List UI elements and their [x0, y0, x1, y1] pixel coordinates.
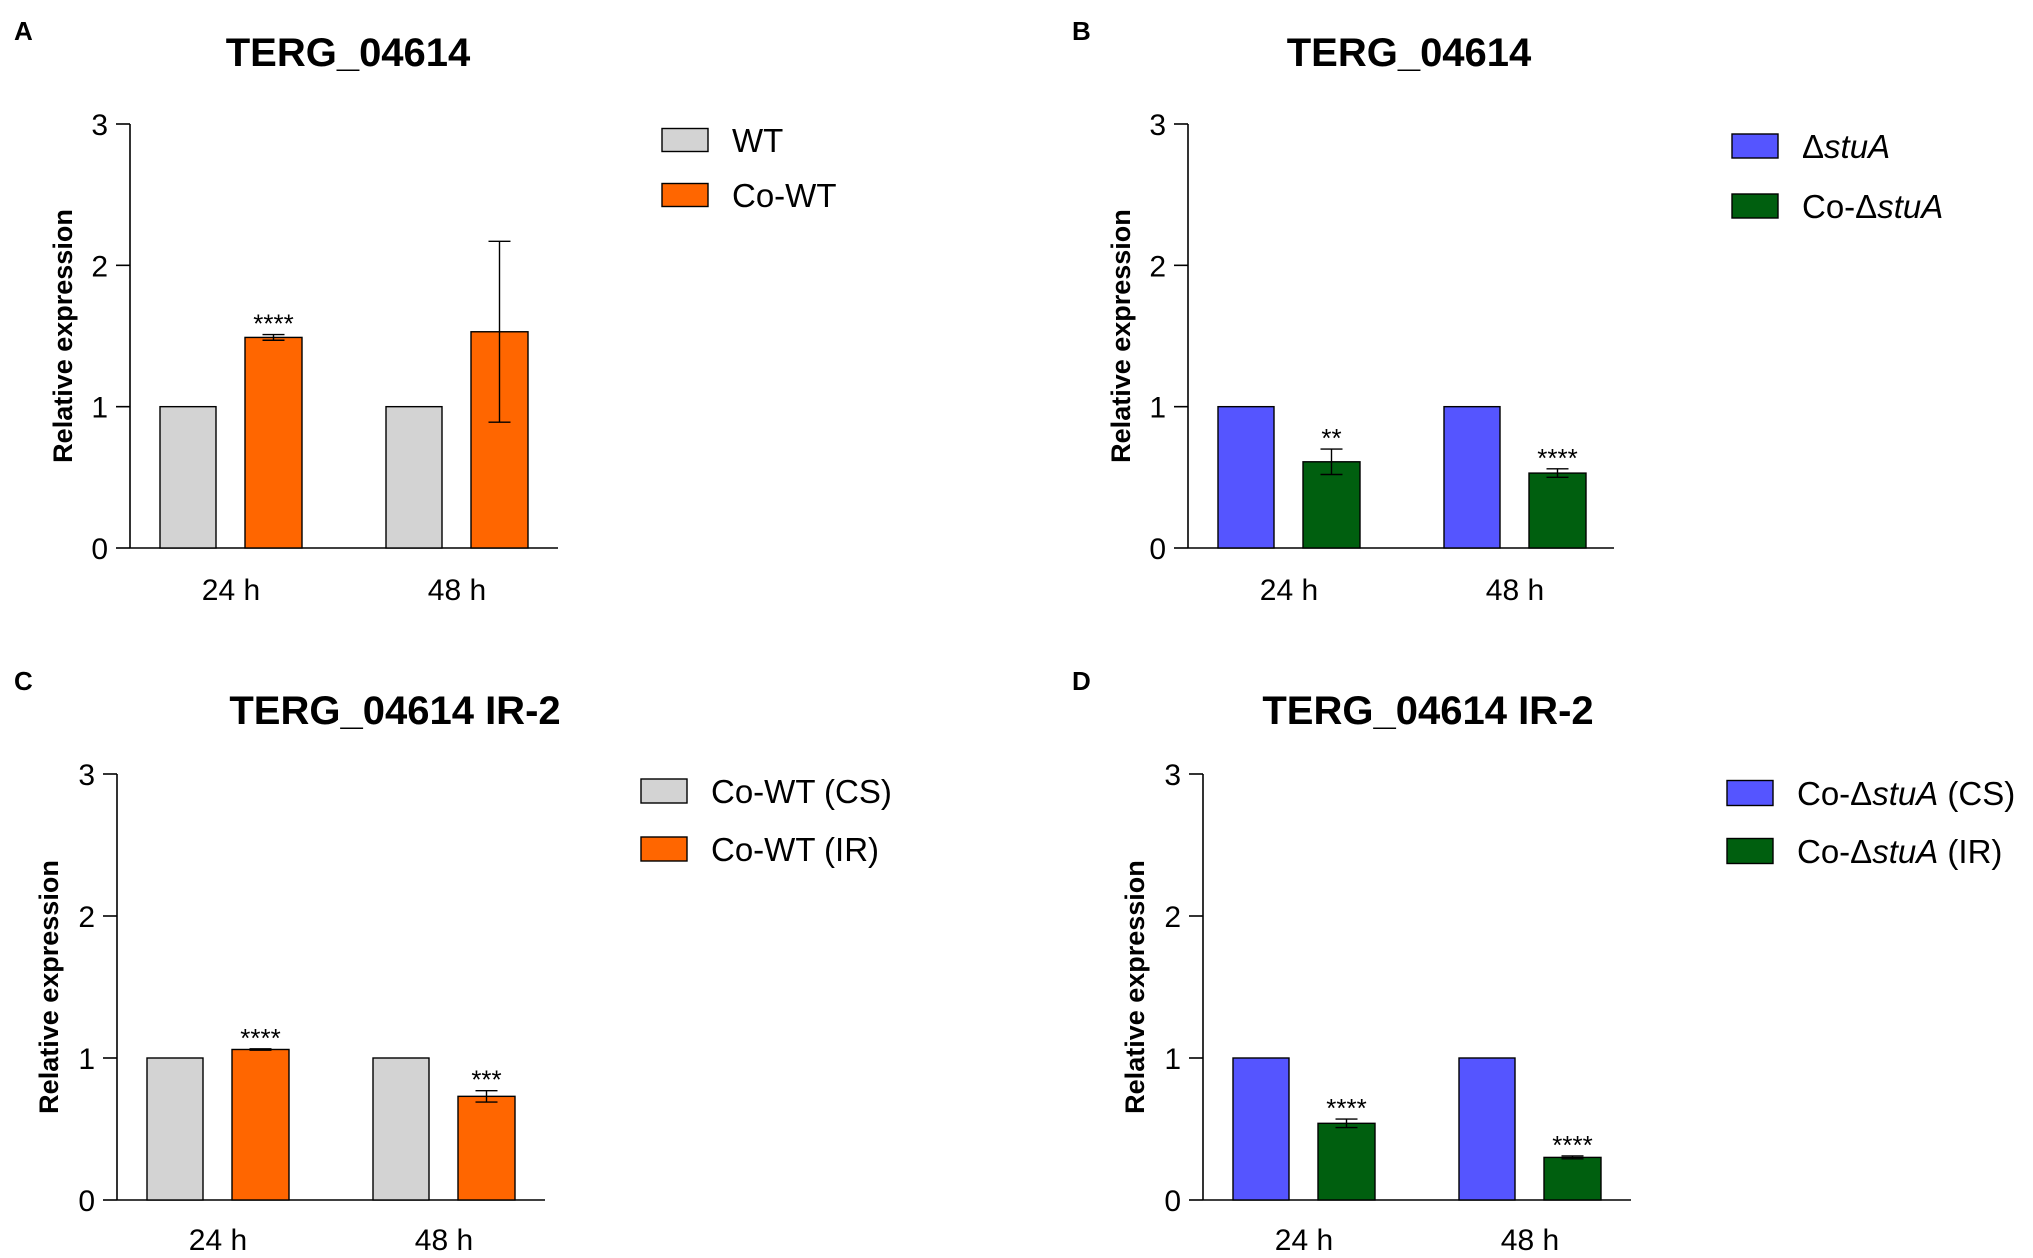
chart-a-title: TERG_04614 [226, 31, 471, 75]
chart-d-bar-1-2 [1458, 1057, 1516, 1201]
chart-d-bar-1-1 [1232, 1057, 1290, 1201]
chart-c-legend-label-2: Co-WT (IR) [711, 831, 879, 868]
chart-d-significance: **** [1552, 1130, 1592, 1160]
chart-c-significance: **** [240, 1023, 280, 1053]
chart-d-legend-label-2: Co-ΔstuA (IR) [1797, 833, 2002, 870]
chart-b-bar-1-1 [1217, 405, 1275, 549]
chart-d-y-tick-label: 3 [1164, 759, 1181, 792]
chart-d-legend-swatch-1 [1726, 779, 1774, 807]
chart-b-y-label: Relative expression [1106, 209, 1136, 463]
chart-b-x-tick-label: 24 h [1260, 574, 1318, 607]
chart-c-legend-label-1: Co-WT (CS) [711, 773, 892, 810]
chart-a-y-label: Relative expression [48, 209, 78, 463]
chart-b-y-tick-label: 1 [1149, 392, 1166, 425]
chart-c-significance: *** [471, 1065, 501, 1095]
chart-a-bar-1-2 [385, 405, 443, 549]
chart-a-bar-1-1 [159, 405, 217, 549]
chart-c-y-label: Relative expression [34, 860, 64, 1114]
chart-c-legend-swatch-2 [640, 836, 688, 862]
chart-c-y-tick-label: 3 [78, 759, 95, 792]
chart-b-x-tick-label: 48 h [1486, 574, 1544, 607]
chart-a-panel-letter: A [14, 16, 33, 46]
chart-b-panel-letter: B [1072, 16, 1091, 46]
chart-b-legend-label-2: Co-ΔstuA [1802, 188, 1943, 225]
chart-c-y-tick-label: 0 [78, 1185, 95, 1218]
chart-c-bar-2-2 [457, 1095, 516, 1201]
chart-b-significance: **** [1537, 443, 1577, 473]
chart-b-significance: ** [1321, 423, 1341, 453]
chart-a-y-tick-label: 0 [91, 533, 108, 566]
chart-d-bar-2-1 [1317, 1122, 1376, 1201]
chart-b-y-tick-label: 0 [1149, 533, 1166, 566]
chart-b-legend-label-1: ΔstuA [1802, 128, 1890, 165]
chart-d-y-label: Relative expression [1120, 860, 1150, 1114]
chart-b-title: TERG_04614 [1287, 31, 1532, 75]
chart-c-legend-swatch-1 [640, 778, 688, 804]
chart-c-bar-1-1 [146, 1057, 204, 1201]
chart-a-legend-label-2: Co-WT [732, 177, 836, 214]
chart-d-legend-swatch-2 [1726, 837, 1774, 865]
chart-d-bar-2-2 [1543, 1156, 1602, 1201]
chart-d-x-tick-label: 24 h [1275, 1224, 1333, 1257]
chart-c-y-tick-label: 2 [78, 901, 95, 934]
chart-d-y-tick-label: 2 [1164, 901, 1181, 934]
chart-c-panel-letter: C [14, 666, 33, 696]
chart-a-y-tick-label: 3 [91, 109, 108, 142]
chart-d-legend-label-1: Co-ΔstuA (CS) [1797, 775, 2015, 812]
chart-b-legend-swatch-1 [1731, 133, 1779, 159]
chart-d-significance: **** [1326, 1093, 1366, 1123]
chart-c-bar-2-1 [231, 1048, 290, 1201]
chart-a-legend-swatch-2 [661, 182, 709, 208]
chart-b-bar-2-2 [1528, 472, 1587, 549]
chart-b-y-tick-label: 2 [1149, 250, 1166, 283]
chart-a-legend-swatch-1 [661, 127, 709, 153]
chart-a-y-tick-label: 2 [91, 250, 108, 283]
chart-a-x-tick-label: 24 h [202, 574, 260, 607]
chart-b-y-tick-label: 3 [1149, 109, 1166, 142]
chart-c-x-tick-label: 48 h [415, 1224, 473, 1257]
chart-d-title: TERG_04614 IR-2 [1262, 689, 1593, 733]
chart-d-y-tick-label: 0 [1164, 1185, 1181, 1218]
chart-d-y-tick-label: 1 [1164, 1043, 1181, 1076]
chart-c-bar-1-2 [372, 1057, 430, 1201]
chart-c-title: TERG_04614 IR-2 [229, 689, 560, 733]
chart-d-x-tick-label: 48 h [1501, 1224, 1559, 1257]
chart-a-legend-label-1: WT [732, 122, 783, 159]
chart-c-x-tick-label: 24 h [189, 1224, 247, 1257]
chart-d-panel-letter: D [1072, 666, 1091, 696]
chart-b-bar-1-2 [1443, 405, 1501, 549]
chart-c-y-tick-label: 1 [78, 1043, 95, 1076]
chart-a-bar-2-1 [244, 336, 303, 549]
chart-b-legend-swatch-2 [1731, 193, 1779, 219]
chart-a-x-tick-label: 48 h [428, 574, 486, 607]
chart-a-y-tick-label: 1 [91, 392, 108, 425]
chart-a-significance: **** [253, 309, 293, 339]
